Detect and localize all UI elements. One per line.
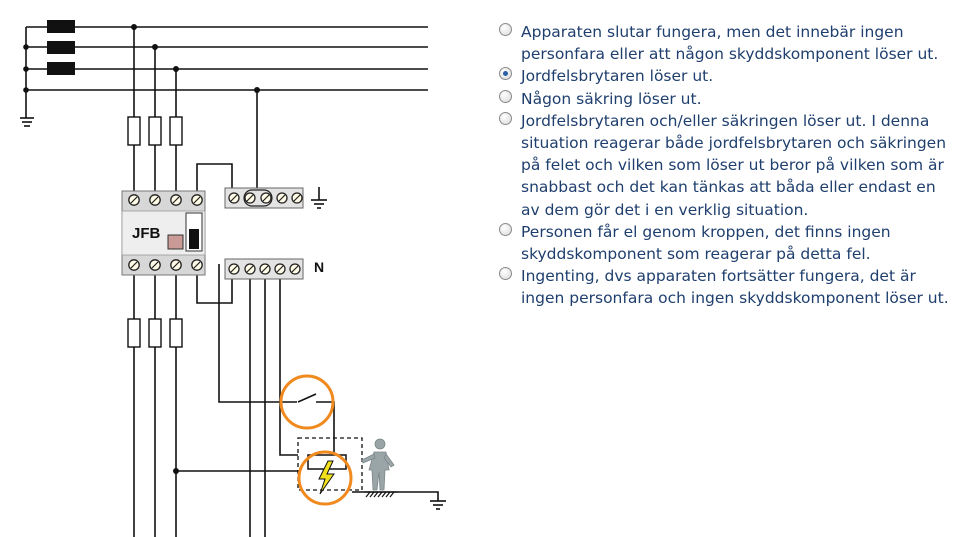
radio-button[interactable] — [499, 89, 512, 103]
answer-option[interactable]: Jordfelsbrytaren löser ut. — [498, 65, 953, 87]
neutral-terminal-block — [224, 258, 304, 280]
earth-terminal-block — [224, 187, 304, 209]
switch-symbol — [297, 393, 317, 403]
answer-options: Apparaten slutar fungera, men det innebä… — [498, 21, 953, 310]
rcd-terminal-slots — [130, 196, 201, 269]
fault-lightning-icon — [318, 460, 335, 495]
answer-option-label: Apparaten slutar fungera, men det innebä… — [521, 23, 939, 64]
answer-option[interactable]: Någon säkring löser ut. — [498, 88, 953, 110]
radio-button[interactable] — [499, 222, 512, 236]
answer-option-label: Jordfelsbrytaren löser ut. — [521, 67, 714, 86]
answer-option-label: Jordfelsbrytaren och/eller säkringen lös… — [521, 111, 947, 219]
circuit-diagram: JFB N — [20, 20, 446, 537]
radio-button[interactable] — [499, 67, 512, 81]
neutral-label: N — [314, 259, 324, 275]
rcd-label: JFB — [132, 225, 161, 242]
person-icon — [361, 438, 395, 491]
answer-option[interactable]: Apparaten slutar fungera, men det innebä… — [498, 21, 953, 65]
transformer-windings — [47, 20, 75, 75]
answer-option-label: Personen får el genom kroppen, det finns… — [521, 222, 891, 264]
fuses-upper — [127, 116, 183, 146]
answer-option[interactable]: Jordfelsbrytaren och/eller säkringen lös… — [498, 110, 953, 221]
radio-button[interactable] — [499, 111, 512, 125]
supply-bus — [20, 26, 428, 127]
fault-highlight-earth-fault — [297, 450, 353, 506]
radio-button[interactable] — [499, 23, 512, 36]
fuses-lower — [127, 318, 183, 348]
ground-hatch — [364, 491, 398, 498]
appliance-enclosure — [297, 437, 363, 491]
answer-option-label: Någon säkring löser ut. — [521, 89, 702, 108]
answer-option[interactable]: Ingenting, dvs apparaten fortsätter fung… — [498, 265, 953, 309]
fault-highlight-switch — [279, 374, 335, 430]
answer-option[interactable]: Personen får el genom kroppen, det finns… — [498, 221, 953, 265]
answer-option-label: Ingenting, dvs apparaten fortsätter fung… — [521, 267, 949, 308]
radio-button[interactable] — [499, 267, 512, 281]
phase-wires — [133, 27, 446, 537]
